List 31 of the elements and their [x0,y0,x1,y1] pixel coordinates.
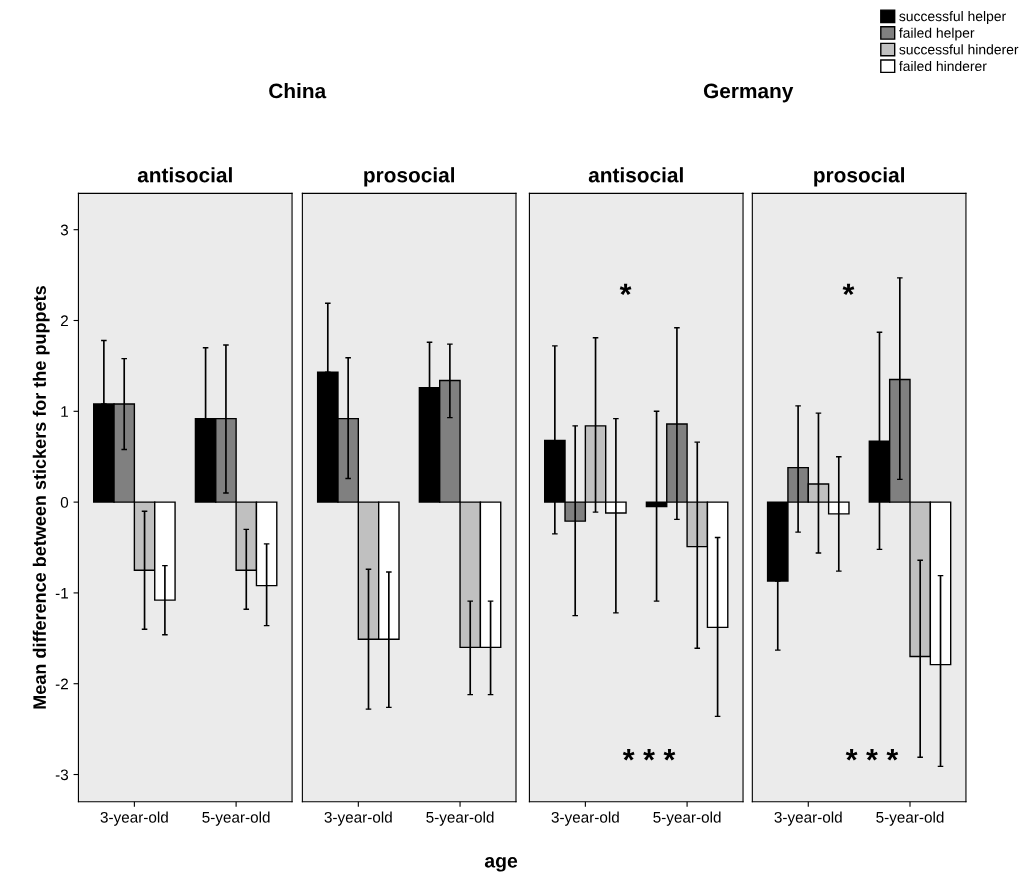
y-tick-label: 3 [60,224,69,236]
chart-title: prosocial [814,167,904,187]
chart-subtitle: China [269,83,327,99]
legend-label: successful hinderer [899,44,1019,55]
y-tick-label: 0 [60,496,69,508]
y-tick-label: 2 [60,315,68,327]
x-tick-label: 5-year-old [876,811,944,826]
annotation: * * * [622,749,676,761]
y-tick-label: -1 [55,587,68,599]
x-axis-title: age [484,857,518,872]
x-tick-label: 3-year-old [100,811,168,826]
y-tick-label: 1 [61,406,68,417]
legend-label: failed hinderer [899,60,987,72]
chart-title: prosocial [364,167,455,187]
y-axis-title: Mean difference between stickers for the puppets [32,286,50,709]
x-tick-label: 5-year-old [202,811,270,826]
x-tick-label: 5-year-old [653,811,721,826]
x-tick-label: 3-year-old [324,811,392,826]
annotation: * * * [845,749,899,761]
chart-title: antisocial [588,167,683,183]
y-tick-label: -2 [55,678,68,690]
legend-label: successful helper [899,11,1006,24]
chart-title: antisocial [137,167,232,183]
x-tick-label: 3-year-old [551,811,619,826]
annotation: * [842,283,855,296]
legend-label: failed helper [899,27,975,41]
y-tick-label: -3 [55,769,69,781]
x-tick-label: 5-year-old [426,811,494,826]
x-tick-label: 3-year-old [774,811,842,826]
chart-subtitle: Germany [703,83,794,103]
annotation: * [619,283,632,296]
